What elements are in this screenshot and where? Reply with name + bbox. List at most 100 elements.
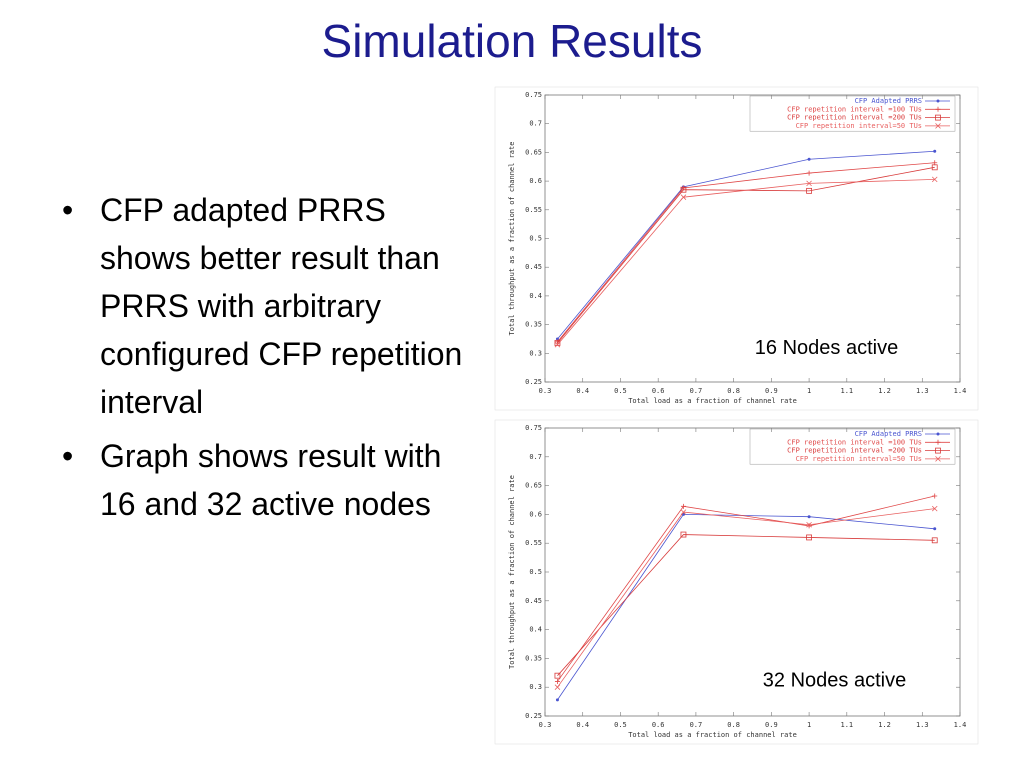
- y-tick-label: 0.3: [529, 683, 542, 691]
- x-tick-label: 1.4: [954, 721, 967, 729]
- marker: [935, 439, 941, 445]
- marker: [807, 157, 811, 161]
- marker: [554, 684, 561, 690]
- marker: [806, 534, 812, 541]
- marker: [806, 187, 812, 194]
- marker: [935, 456, 941, 462]
- marker: [931, 505, 938, 512]
- x-tick-label: 0.6: [652, 387, 665, 395]
- annotation: 16 Nodes active: [755, 337, 898, 359]
- bullet-list: CFP adapted PRRS shows better result tha…: [58, 186, 478, 534]
- legend-label: CFP repetition interval =100 TUs: [787, 105, 922, 113]
- marker: [933, 527, 937, 531]
- y-tick-label: 0.6: [529, 177, 542, 185]
- x-tick-label: 0.8: [727, 387, 740, 395]
- legend-box: [749, 95, 956, 132]
- marker: [932, 160, 938, 166]
- marker: [680, 531, 687, 538]
- marker: [807, 515, 811, 519]
- marker: [936, 432, 940, 436]
- y-tick-label: 0.65: [525, 482, 542, 490]
- x-tick-label: 0.8: [727, 721, 740, 729]
- series-line: [557, 534, 935, 676]
- x-tick-label: 1.1: [840, 721, 853, 729]
- legend-label: CFP repetition interval =200 TUs: [787, 447, 922, 455]
- annotation: 32 Nodes active: [763, 669, 906, 691]
- x-axis-label: Total load as a fraction of channel rate: [628, 397, 797, 405]
- marker: [555, 337, 559, 341]
- y-tick-label: 0.35: [525, 654, 542, 662]
- y-tick-label: 0.5: [529, 235, 542, 243]
- x-tick-label: 0.7: [690, 721, 703, 729]
- x-tick-label: 0.9: [765, 387, 778, 395]
- chart-background: [494, 419, 979, 745]
- legend-label: CFP repetition interval=50 TUs: [796, 122, 922, 130]
- x-tick-label: 1.2: [878, 387, 891, 395]
- y-tick-label: 0.7: [529, 453, 542, 461]
- x-tick-label: 0.5: [614, 721, 627, 729]
- y-tick-label: 0.5: [529, 568, 542, 576]
- x-tick-label: 0.9: [765, 721, 778, 729]
- y-tick-label: 0.25: [525, 712, 542, 720]
- series-line: [557, 162, 935, 343]
- y-tick-label: 0.55: [525, 539, 542, 547]
- x-tick-label: 0.4: [576, 387, 589, 395]
- marker: [932, 493, 938, 499]
- annotation-box: [737, 665, 932, 695]
- x-tick-label: 1: [807, 721, 811, 729]
- marker: [680, 194, 687, 200]
- marker: [680, 503, 686, 509]
- marker: [935, 447, 941, 454]
- marker: [931, 537, 938, 544]
- x-tick-label: 0.4: [576, 721, 589, 729]
- legend-label: CFP Adapted PRRS: [855, 430, 922, 438]
- x-tick-label: 0.3: [539, 721, 552, 729]
- y-tick-label: 0.55: [525, 206, 542, 214]
- marker: [936, 99, 940, 103]
- x-tick-label: 1.4: [954, 387, 967, 395]
- marker: [554, 672, 561, 679]
- x-tick-label: 0.6: [652, 721, 665, 729]
- y-tick-label: 0.75: [525, 91, 542, 99]
- series-line: [557, 178, 935, 345]
- marker: [935, 114, 941, 121]
- y-tick-label: 0.3: [529, 349, 542, 357]
- x-tick-label: 0.3: [539, 387, 552, 395]
- series-line: [557, 513, 935, 701]
- legend-label: CFP repetition interval =100 TUs: [787, 438, 922, 446]
- y-tick-label: 0.65: [525, 148, 542, 156]
- x-tick-label: 1.1: [840, 387, 853, 395]
- marker: [931, 176, 938, 183]
- y-tick-label: 0.75: [525, 424, 542, 432]
- y-tick-label: 0.35: [525, 321, 542, 329]
- marker: [680, 186, 687, 193]
- x-tick-label: 1.3: [916, 721, 929, 729]
- legend-box: [749, 428, 956, 465]
- marker: [935, 123, 941, 129]
- x-tick-label: 1.2: [878, 721, 891, 729]
- marker: [554, 341, 561, 348]
- marker: [806, 180, 812, 187]
- x-tick-label: 0.5: [614, 387, 627, 395]
- marker: [554, 678, 560, 684]
- y-axis-label: Total throughput as a fraction of channe…: [508, 475, 516, 669]
- bullet: Graph shows result with 16 and 32 active…: [58, 432, 478, 528]
- marker: [935, 106, 941, 112]
- y-tick-label: 0.45: [525, 597, 542, 605]
- y-tick-label: 0.25: [525, 378, 542, 386]
- marker: [554, 340, 561, 346]
- annotation-box: [730, 333, 923, 362]
- legend-label: CFP repetition interval=50 TUs: [796, 455, 922, 463]
- y-tick-label: 0.4: [529, 626, 542, 634]
- y-axis-label: Total throughput as a fraction of channe…: [508, 142, 516, 336]
- x-tick-label: 0.7: [690, 387, 703, 395]
- marker: [931, 164, 938, 171]
- marker: [806, 170, 812, 176]
- legend-label: CFP Adapted PRRS: [855, 97, 922, 105]
- y-tick-label: 0.45: [525, 263, 542, 271]
- series-line: [557, 150, 935, 340]
- slide-title: Simulation Results: [321, 15, 703, 67]
- marker: [933, 149, 937, 153]
